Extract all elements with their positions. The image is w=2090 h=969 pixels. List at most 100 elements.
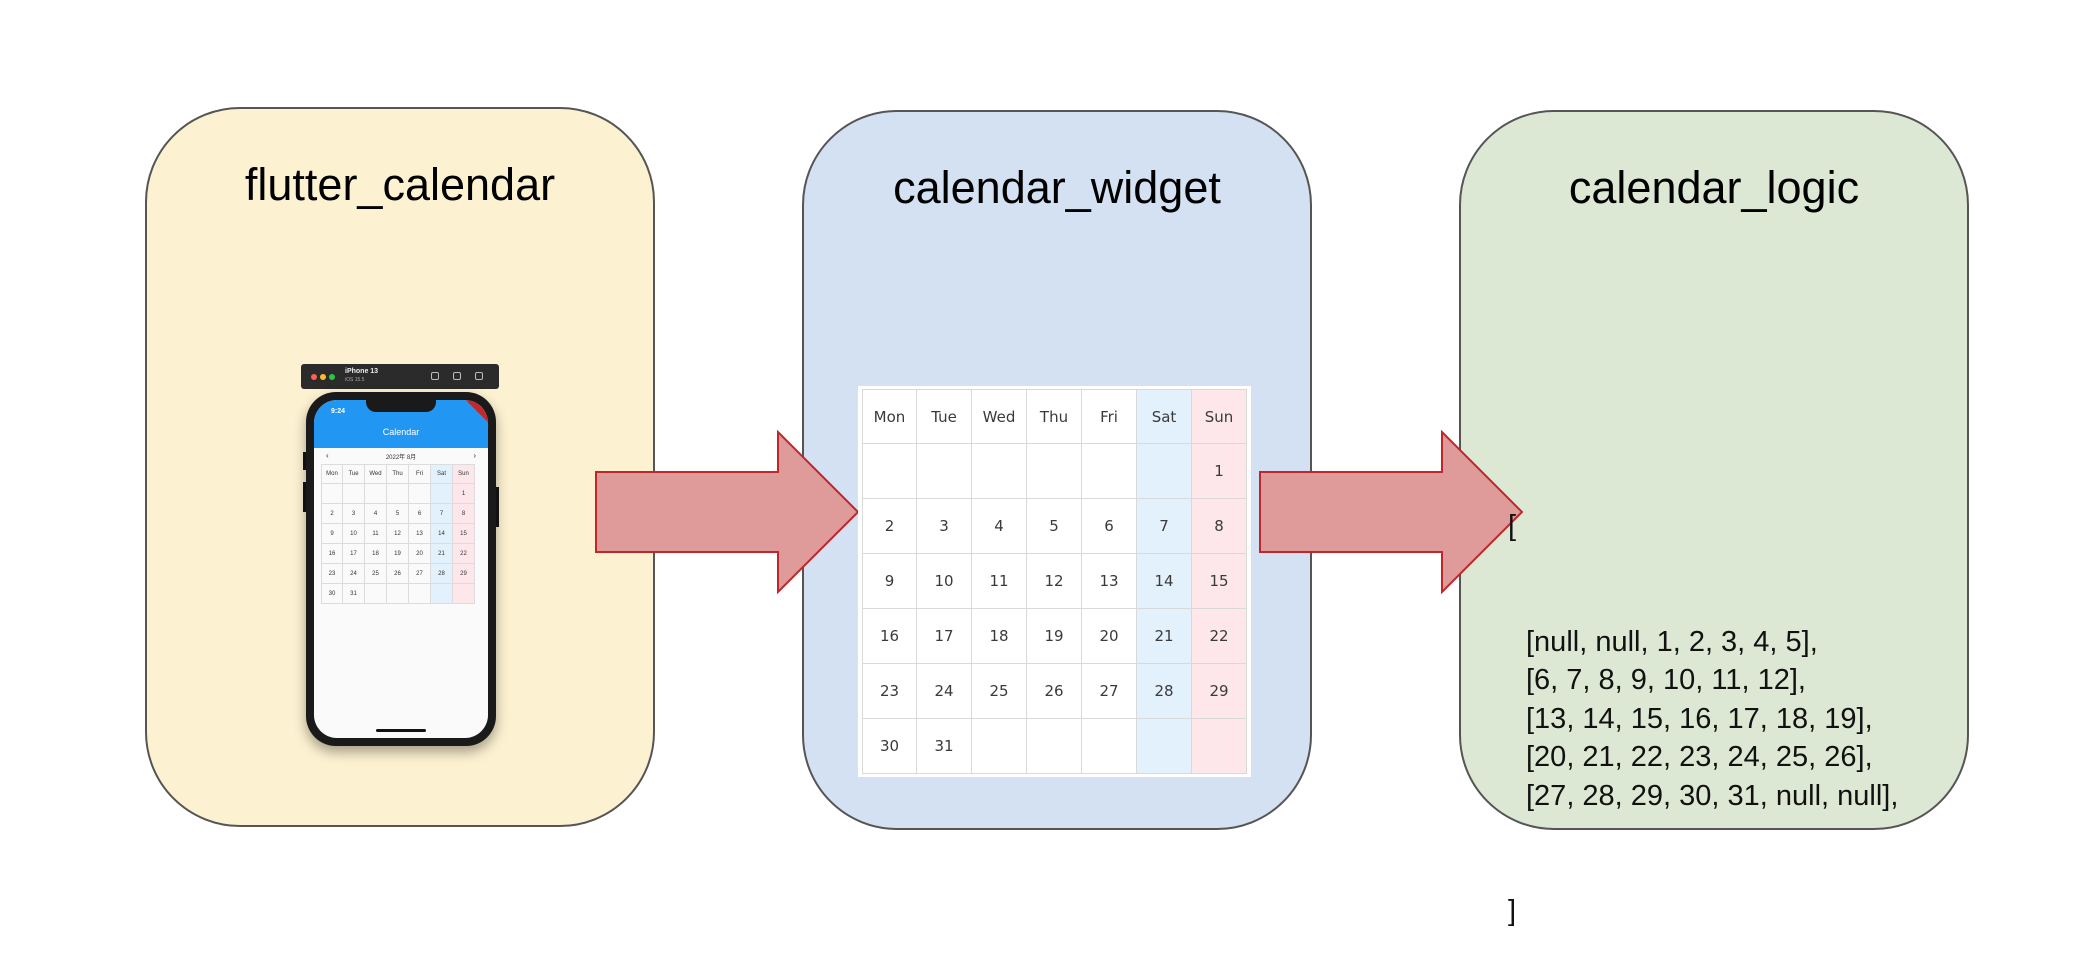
mini-calendar-day-cell[interactable]	[387, 584, 409, 604]
mini-calendar-day-cell[interactable]: 11	[365, 524, 387, 544]
chevron-right-icon[interactable]: ›	[473, 451, 476, 460]
mini-calendar-day-cell[interactable]	[431, 584, 453, 604]
calendar-day-cell[interactable]: 10	[917, 554, 972, 609]
calendar-day-cell[interactable]	[1082, 444, 1137, 499]
mini-calendar-day-cell[interactable]: 24	[343, 564, 365, 584]
mini-calendar-day-cell[interactable]: 17	[343, 544, 365, 564]
mini-calendar-day-cell[interactable]	[409, 484, 431, 504]
logic-week-row: [27, 28, 29, 30, 31, null, null],	[1526, 779, 1899, 812]
mini-calendar-day-cell[interactable]: 26	[387, 564, 409, 584]
mini-calendar-day-cell[interactable]	[365, 584, 387, 604]
mini-calendar-day-cell[interactable]	[453, 584, 475, 604]
rotate-icon[interactable]	[475, 372, 483, 380]
logic-week-row: [20, 21, 22, 23, 24, 25, 26],	[1526, 741, 1873, 773]
calendar-day-cell[interactable]	[917, 444, 972, 499]
mini-calendar-day-cell[interactable]: 23	[321, 564, 343, 584]
calendar-day-cell[interactable]	[972, 719, 1027, 774]
calendar-day-cell[interactable]	[1082, 719, 1137, 774]
calendar-day-cell[interactable]: 15	[1192, 554, 1247, 609]
mini-calendar-day-cell[interactable]	[365, 484, 387, 504]
calendar-day-cell[interactable]: 12	[1027, 554, 1082, 609]
mini-calendar-day-cell[interactable]: 18	[365, 544, 387, 564]
mini-calendar-day-cell[interactable]: 30	[321, 584, 343, 604]
calendar-day-cell[interactable]: 18	[972, 609, 1027, 664]
mini-calendar-day-cell[interactable]: 20	[409, 544, 431, 564]
home-icon[interactable]	[431, 372, 439, 380]
calendar-day-cell[interactable]: 27	[1082, 664, 1137, 719]
mini-calendar-day-cell[interactable]: 7	[431, 504, 453, 524]
mini-calendar-day-cell[interactable]: 31	[343, 584, 365, 604]
mini-calendar-day-cell[interactable]: 13	[409, 524, 431, 544]
mini-calendar-day-cell[interactable]: 4	[365, 504, 387, 524]
calendar-day-cell[interactable]: 22	[1192, 609, 1247, 664]
mini-calendar-day-cell[interactable]: 27	[409, 564, 431, 584]
mini-calendar-day-cell[interactable]: 2	[321, 504, 343, 524]
mini-calendar-day-cell[interactable]: 22	[453, 544, 475, 564]
calendar-day-cell[interactable]: 29	[1192, 664, 1247, 719]
mini-calendar-day-cell[interactable]: 19	[387, 544, 409, 564]
window-zoom-icon[interactable]	[329, 374, 335, 380]
calendar-day-cell[interactable]: 17	[917, 609, 972, 664]
flutter-calendar-title: flutter_calendar	[244, 159, 556, 210]
calendar-day-cell[interactable]: 16	[862, 609, 917, 664]
calendar-day-cell[interactable]: 25	[972, 664, 1027, 719]
calendar-day-cell[interactable]: 6	[1082, 499, 1137, 554]
mini-calendar-day-cell[interactable]	[343, 484, 365, 504]
debug-banner	[464, 400, 488, 424]
mini-calendar-day-cell[interactable]: 12	[387, 524, 409, 544]
calendar-day-cell[interactable]	[1027, 719, 1082, 774]
calendar-day-cell[interactable]: 5	[1027, 499, 1082, 554]
mini-calendar-day-cell[interactable]: 10	[343, 524, 365, 544]
calendar-day-cell[interactable]: 13	[1082, 554, 1137, 609]
calendar-day-cell[interactable]: 2	[862, 499, 917, 554]
calendar-day-cell[interactable]: 21	[1137, 609, 1192, 664]
calendar-day-cell[interactable]: 24	[917, 664, 972, 719]
calendar-day-cell[interactable]: 11	[972, 554, 1027, 609]
window-minimize-icon[interactable]	[320, 374, 326, 380]
mini-calendar-day-cell[interactable]: 25	[365, 564, 387, 584]
mini-calendar-day-cell[interactable]: 5	[387, 504, 409, 524]
logic-week-row: [13, 14, 15, 16, 17, 18, 19],	[1526, 702, 1873, 735]
mini-calendar-day-cell[interactable]: 9	[321, 524, 343, 544]
mini-calendar-week-row: 23 24 25 26 27 28 29	[321, 564, 475, 584]
calendar-weekday-cell: Wed	[972, 389, 1027, 444]
mini-calendar-day-cell[interactable]: 29	[453, 564, 475, 584]
mini-calendar-day-cell[interactable]: 14	[431, 524, 453, 544]
mini-calendar-day-cell[interactable]	[387, 484, 409, 504]
calendar-day-cell[interactable]	[1192, 719, 1247, 774]
mini-calendar-day-cell[interactable]: 15	[453, 524, 475, 544]
mini-calendar-day-cell[interactable]: 21	[431, 544, 453, 564]
mini-calendar-day-cell[interactable]	[409, 584, 431, 604]
calendar-day-cell[interactable]: 14	[1137, 554, 1192, 609]
screenshot-icon[interactable]	[453, 372, 461, 380]
calendar-day-cell[interactable]: 28	[1137, 664, 1192, 719]
mini-calendar-day-cell[interactable]: 28	[431, 564, 453, 584]
calendar-day-cell[interactable]: 4	[972, 499, 1027, 554]
calendar-day-cell[interactable]: 20	[1082, 609, 1137, 664]
mini-calendar-day-cell[interactable]	[321, 484, 343, 504]
calendar-day-cell[interactable]	[862, 444, 917, 499]
calendar-day-cell[interactable]	[1137, 444, 1192, 499]
mini-calendar-day-cell[interactable]: 3	[343, 504, 365, 524]
home-indicator	[376, 729, 426, 732]
mini-calendar-day-cell[interactable]: 1	[453, 484, 475, 504]
calendar-day-cell[interactable]: 30	[862, 719, 917, 774]
calendar-day-cell[interactable]: 9	[862, 554, 917, 609]
calendar-day-cell[interactable]: 7	[1137, 499, 1192, 554]
calendar-day-cell[interactable]: 31	[917, 719, 972, 774]
calendar-day-cell[interactable]	[1027, 444, 1082, 499]
mini-calendar-day-cell[interactable]: 16	[321, 544, 343, 564]
calendar-day-cell[interactable]: 23	[862, 664, 917, 719]
chevron-left-icon[interactable]: ‹	[326, 451, 329, 460]
calendar-day-cell[interactable]: 3	[917, 499, 972, 554]
calendar-day-cell[interactable]: 19	[1027, 609, 1082, 664]
window-close-icon[interactable]	[311, 374, 317, 380]
calendar-day-cell[interactable]	[1137, 719, 1192, 774]
mini-calendar-day-cell[interactable]	[431, 484, 453, 504]
calendar-day-cell[interactable]: 1	[1192, 444, 1247, 499]
calendar-day-cell[interactable]: 8	[1192, 499, 1247, 554]
calendar-day-cell[interactable]	[972, 444, 1027, 499]
mini-calendar-day-cell[interactable]: 6	[409, 504, 431, 524]
calendar-day-cell[interactable]: 26	[1027, 664, 1082, 719]
mini-calendar-day-cell[interactable]: 8	[453, 504, 475, 524]
